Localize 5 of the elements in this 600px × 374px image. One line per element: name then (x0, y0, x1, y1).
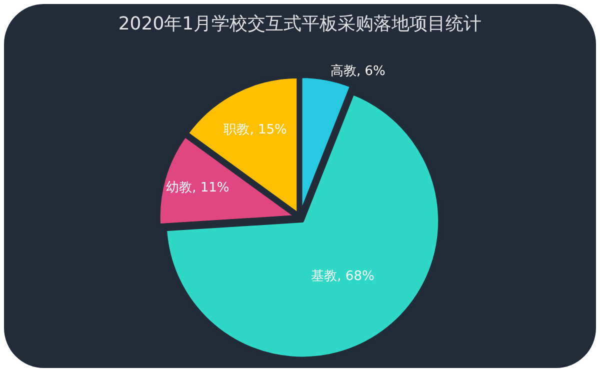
slice-label: 基教, 68% (311, 269, 374, 284)
slice-label: 职教, 15% (224, 122, 287, 138)
chart-title: 2020年1月学校交互式平板采购落地项目统计 (118, 13, 482, 34)
slice-label: 幼教, 11% (166, 180, 230, 196)
slice-label: 高教, 6% (330, 63, 386, 80)
